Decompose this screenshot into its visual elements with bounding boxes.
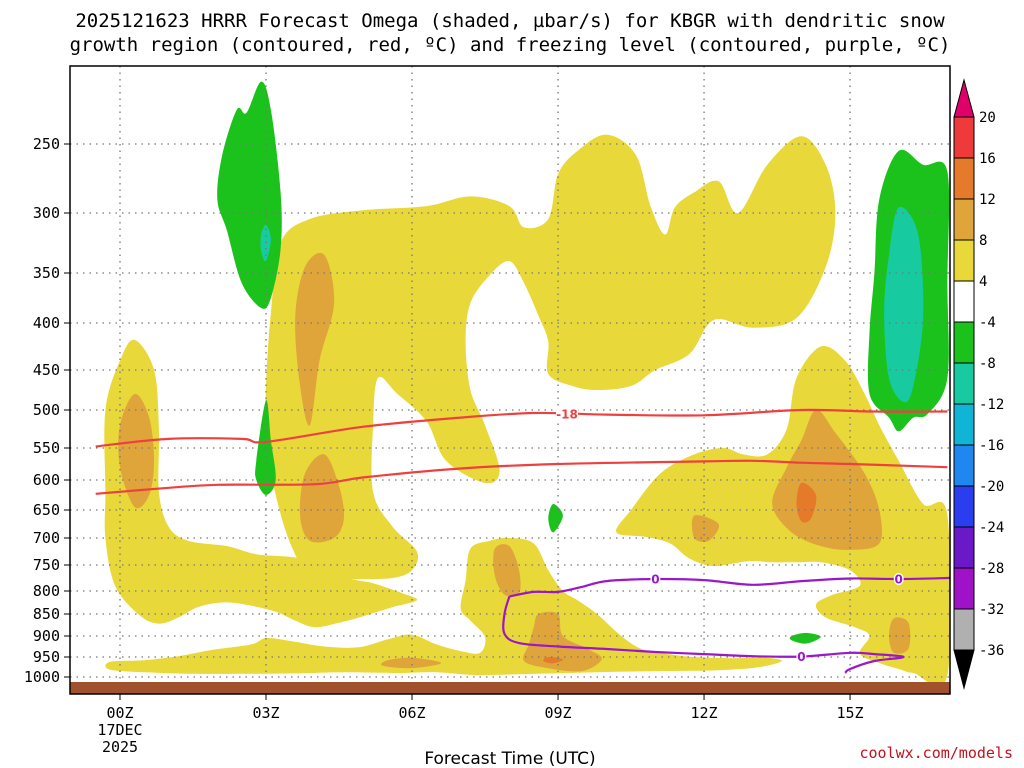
y-tick-label: 300 [33,204,60,222]
colorbar-label: 20 [979,110,996,126]
y-axis: 250 300 350 400 450 500 550 600 650 700 750 800 850 9… [24,135,70,686]
omega-region-yellow-upper [265,134,836,580]
dgz-label-bg [556,406,579,420]
freezing-level-label: 0 [895,573,903,587]
y-tick-label: 800 [33,582,60,600]
colorbar-swatch [953,239,975,282]
freezing-level-label: 0 [651,573,659,587]
colorbar-swatch [953,485,975,528]
colorbar-label: 16 [979,151,996,167]
dgz-contour--18 [95,408,948,448]
colorbar-swatch [953,444,975,487]
x-tick-label: 09Z [544,704,571,722]
dgz-contour-label: -18 [556,408,578,422]
y-tick-label: 900 [33,627,60,645]
colorbar-swatch [953,321,975,364]
y-tick-label: 550 [33,439,60,457]
x-tick-label: 03Z [252,704,279,722]
y-tick-label: 750 [33,556,60,574]
y-tick-label: 450 [33,361,60,379]
colorbar-swatch [953,116,975,159]
omega-region-teal-upper [260,224,271,262]
freezing-level-lower [502,596,905,674]
colorbar-label: 12 [979,192,996,208]
omega-region-yellow-left [104,339,418,628]
omega-region-dark-orange-right [796,482,817,523]
colorbar-label: -8 [979,356,996,372]
freezing-label-bg [796,650,807,663]
colorbar-label: -16 [979,438,1004,454]
dgz-contour--12 [95,459,948,495]
plot-frame [69,65,951,695]
colorbar-swatch [953,403,975,446]
colorbar-label: -36 [979,643,1004,659]
y-tick-label: 700 [33,529,60,547]
omega-region-orange-bottom [381,657,442,669]
x-tick-year: 2025 [102,738,138,756]
omega-region-teal-right [884,206,924,403]
colorbar-swatch [953,608,975,651]
freezing-label-bg [650,573,661,586]
x-tick-label: 15Z [837,704,864,722]
y-tick-label: 400 [33,314,60,332]
omega-region-orange-mid [299,454,345,543]
y-tick-label: 650 [33,501,60,519]
freezing-label-bg [893,573,904,586]
omega-region-green-small [548,503,563,533]
colorbar: 20 16 12 8 4 -4 -8 -12 -16 -20 -24 -28 -32 -36 [953,78,1004,690]
colorbar-top-arrow [953,78,975,118]
omega-region-green-bottom [789,632,821,644]
x-tick-label: 00Z [106,704,133,722]
colorbar-swatch [953,526,975,569]
plot-area: -18 0 0 0 [69,65,951,695]
chart-title-line1: 2025121623 HRRR Forecast Omega (shaded, … [75,10,945,32]
colorbar-label: -12 [979,397,1004,413]
contours: -18 0 0 0 [95,406,950,674]
omega-region-orange-left [118,393,155,509]
y-tick-label: 350 [33,264,60,282]
omega-region-orange-right-low [889,617,911,654]
y-tick-label: 600 [33,471,60,489]
omega-region-orange-lower-mid [523,611,602,672]
colorbar-label: -28 [979,561,1004,577]
ground-surface [70,682,950,694]
colorbar-label: -20 [979,479,1004,495]
colorbar-label: -4 [979,315,996,331]
omega-shading [104,81,950,687]
y-tick-label: 850 [33,605,60,623]
omega-region-orange-lower-left [493,544,521,597]
x-axis-title: Forecast Time (UTC) [424,749,595,768]
colorbar-bottom-arrow [953,649,975,690]
y-tick-label: 950 [33,648,60,666]
x-tick-date: 17DEC [97,721,142,739]
freezing-level-label: 0 [797,650,805,664]
omega-region-orange-upper [295,252,335,426]
x-tick-label: 06Z [398,704,425,722]
y-tick-label: 500 [33,401,60,419]
colorbar-swatch [953,198,975,241]
colorbar-swatch [953,567,975,610]
y-tick-label: 250 [33,135,60,153]
colorbar-label: -24 [979,520,1004,536]
omega-region-yellow-lower [105,537,782,676]
colorbar-label: 8 [979,233,987,249]
chart-title-line2: growth region (contoured, red, ºC) and f… [70,34,951,56]
grid [70,66,950,694]
colorbar-swatch [953,157,975,200]
colorbar-swatch [953,280,975,323]
colorbar-label: -32 [979,602,1004,618]
credit-text: coolwx.com/models [859,744,1013,762]
y-tick-label: 1000 [24,668,60,686]
omega-region-orange-right-small [691,515,720,542]
colorbar-label: 4 [979,274,987,290]
colorbar-swatch [953,362,975,405]
x-tick-label: 12Z [690,704,717,722]
